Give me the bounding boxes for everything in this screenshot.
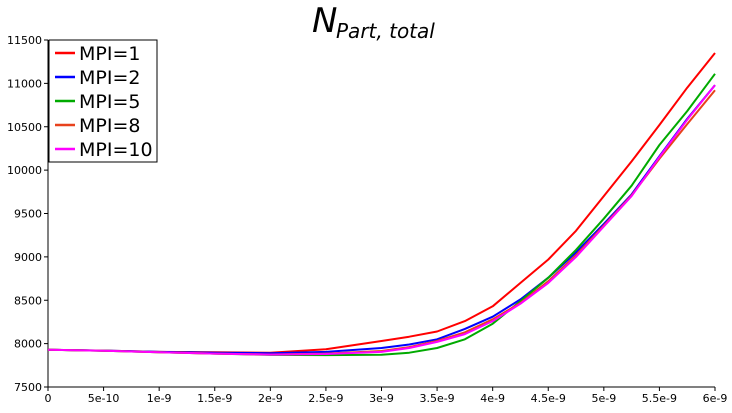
y-tick-label: 10500	[7, 121, 42, 134]
x-tick-label: 5e-9	[591, 392, 616, 405]
legend-label: MPI=10	[79, 139, 153, 161]
x-tick-label: 1e-9	[147, 392, 172, 405]
chart-title-main: N	[312, 1, 337, 41]
chart-title: N Part, total	[312, 1, 435, 43]
y-tick-label: 10000	[7, 164, 42, 177]
series-lines	[47, 52, 716, 357]
x-tick-label: 2e-9	[258, 392, 283, 405]
legend-label: MPI=8	[79, 115, 140, 137]
x-tick-label: 1.5e-9	[197, 392, 232, 405]
y-tick-label: 11500	[7, 34, 42, 47]
x-tick-label: 5.5e-9	[642, 392, 677, 405]
x-tick-label: 4e-9	[480, 392, 505, 405]
y-tick-label: 9500	[14, 208, 42, 221]
x-tick-label: 3.5e-9	[419, 392, 454, 405]
x-tick-label: 2.5e-9	[308, 392, 343, 405]
chart-title-subscript: Part, total	[336, 19, 435, 43]
legend-label: MPI=1	[79, 43, 140, 65]
x-tick-label: 3e-9	[369, 392, 394, 405]
y-tick-label: 9000	[14, 251, 42, 264]
x-tick-label: 5e-10	[88, 392, 120, 405]
y-tick-label: 11000	[7, 77, 42, 90]
y-tick-label: 7500	[14, 381, 42, 394]
y-tick-label: 8000	[14, 338, 42, 351]
x-tick-label: 6e-9	[703, 392, 728, 405]
series-line-mpi-10	[47, 84, 716, 356]
x-tick-label: 4.5e-9	[531, 392, 566, 405]
axis-ticks: 0 5e-10 1e-9 1.5e-9 2e-9 2.5e-9 3e-9 3.5e-9 4e-9…	[7, 34, 727, 405]
y-tick-label: 8500	[14, 294, 42, 307]
legend-label: MPI=2	[79, 67, 140, 89]
legend-label: MPI=5	[79, 91, 140, 113]
x-tick-label: 0	[45, 392, 52, 405]
